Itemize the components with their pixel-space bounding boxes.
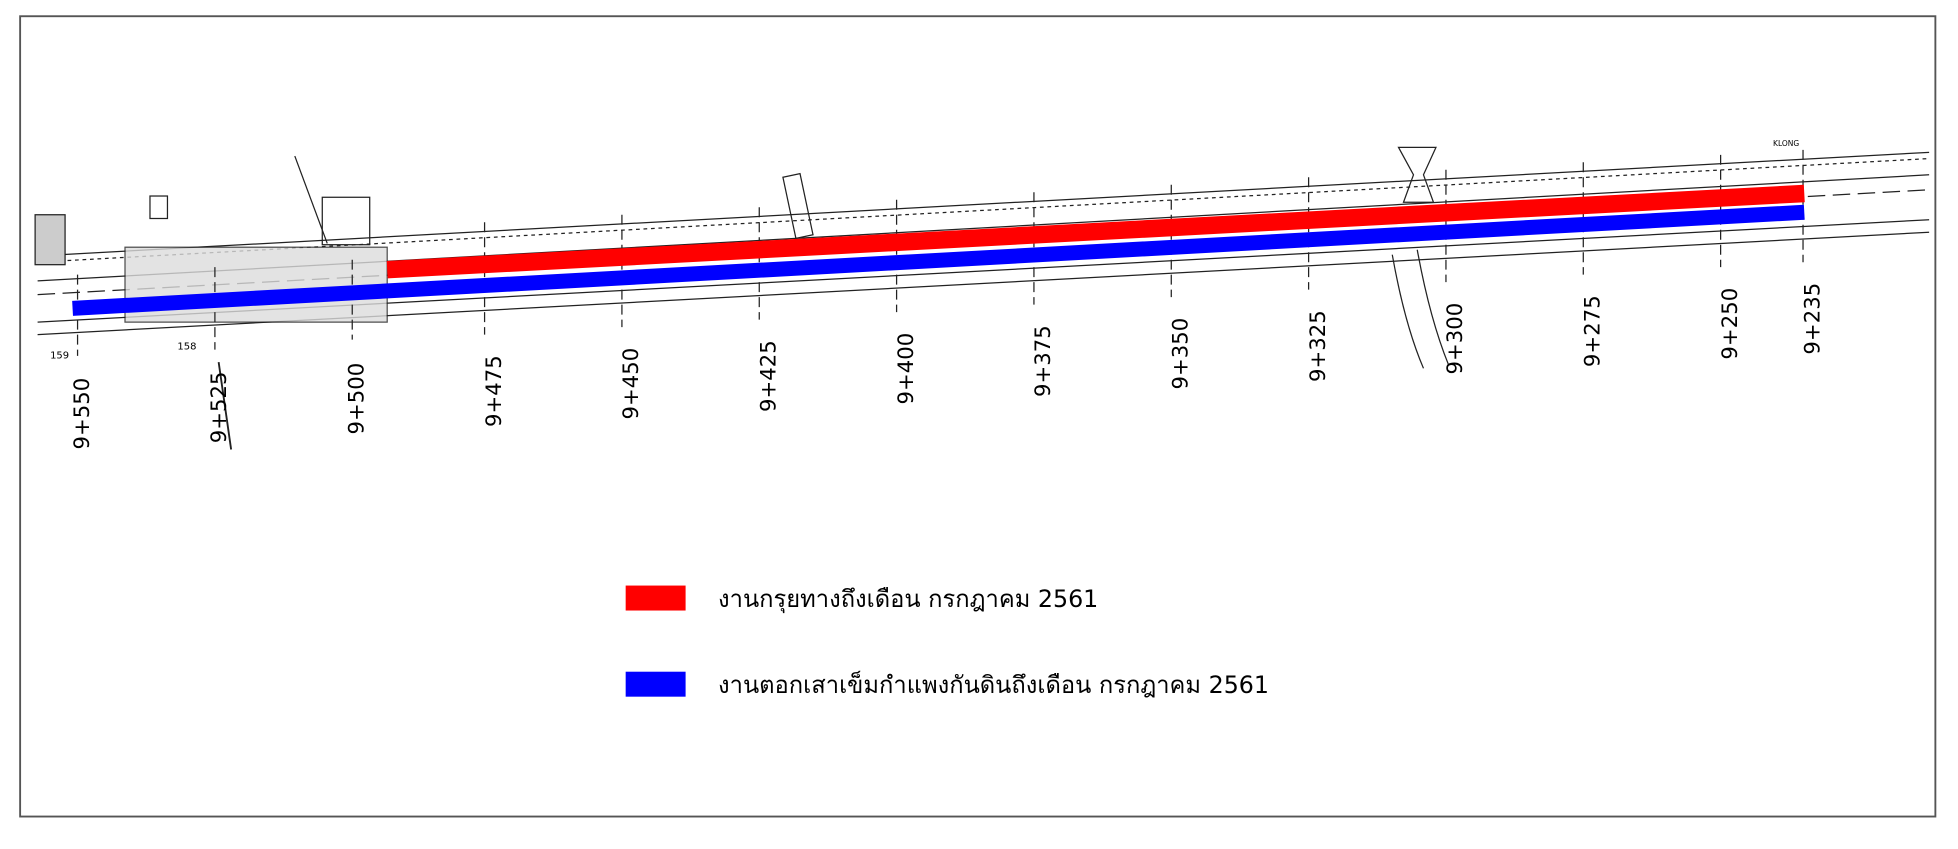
progress-bar-blue [72, 204, 1805, 316]
station-label: 9+525 [207, 371, 232, 443]
legend: งานกรุยทางถึงเดือน กรกฎาคม 2561 งานตอกเส… [625, 585, 1269, 699]
road [34, 146, 1930, 450]
legend-swatch [625, 671, 686, 697]
legend-swatch [625, 585, 686, 611]
side-road [1391, 249, 1450, 369]
station-label: 9+425 [756, 340, 781, 412]
frame [19, 15, 1937, 818]
progress-bar-red [386, 184, 1805, 279]
structure [217, 361, 233, 450]
structure [34, 214, 66, 266]
station-label: 9+550 [70, 378, 95, 450]
station-label: 9+325 [1306, 310, 1331, 382]
station-label: 9+500 [344, 363, 369, 435]
structure [1397, 146, 1437, 203]
structure [782, 172, 814, 240]
marker-label: 158 [177, 342, 196, 353]
station-label: 9+400 [894, 333, 919, 405]
road-edge [37, 151, 1930, 257]
station-label: 9+350 [1169, 318, 1194, 390]
station-label: 9+235 [1800, 283, 1825, 355]
note-label: KLONG [1773, 139, 1799, 148]
structure [149, 195, 169, 220]
station-labels: 9+550 9+525 9+500 9+475 9+450 9+425 9+40… [70, 283, 1825, 450]
marker-label: 159 [50, 350, 69, 361]
station-label: 9+300 [1443, 303, 1468, 375]
station-ticks [76, 149, 1804, 356]
structure [321, 196, 371, 246]
station-label: 9+450 [619, 348, 644, 420]
legend-label: งานตอกเสาเข็มกำแพงกันดินถึงเดือน กรกฎาคม… [718, 670, 1269, 699]
station-label: 9+375 [1031, 325, 1056, 397]
station-label: 9+275 [1581, 295, 1606, 367]
station-label: 9+250 [1718, 288, 1743, 360]
structure [124, 246, 388, 323]
station-label: 9+475 [482, 355, 507, 427]
legend-label: งานกรุยทางถึงเดือน กรกฎาคม 2561 [718, 585, 1098, 613]
structure [294, 155, 328, 244]
